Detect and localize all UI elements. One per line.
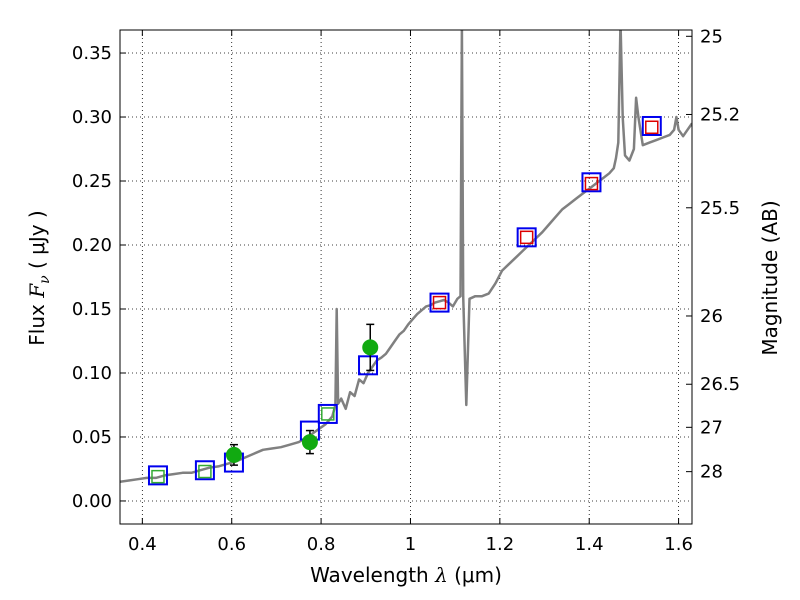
model-photometry-square <box>581 172 602 193</box>
magnitude-tick-label: 25.2 <box>700 104 740 125</box>
ticks: 0.4 0.6 0.8 1 1.2 1.4 1.6 0.00 0.05 0.10 0.15 0.20 0… <box>72 26 740 555</box>
model-photometry-square <box>641 115 662 136</box>
magnitude-tick-label: 26.5 <box>700 374 740 395</box>
inner-marker-red <box>645 120 659 135</box>
magnitude-tick-label: 28 <box>700 462 723 483</box>
model-photometry-square <box>194 460 215 481</box>
y-tick-label: 0.00 <box>72 491 112 512</box>
markers-layer <box>147 115 662 486</box>
inner-marker-green <box>151 469 165 484</box>
model-spectrum-line <box>120 30 692 484</box>
x-axis-label: Wavelength λ (μm) <box>310 563 502 587</box>
y-tick-label: 0.15 <box>72 299 112 320</box>
plot-frame <box>119 29 693 525</box>
model-spectrum-layer <box>120 30 692 484</box>
grid <box>120 30 692 524</box>
y-tick-label: 0.35 <box>72 43 112 64</box>
y-tick-label: 0.20 <box>72 235 112 256</box>
x-tick-label: 1.4 <box>575 534 604 555</box>
y-axis-label: Flux Fν ( μJy ) <box>25 210 53 345</box>
model-photometry-square <box>317 403 338 424</box>
magnitude-tick-label: 27 <box>700 417 723 438</box>
inner-marker-green <box>198 464 212 479</box>
model-photometry-square <box>429 292 450 313</box>
observed-point <box>225 446 242 463</box>
inner-marker-red <box>584 176 599 191</box>
y-tick-label: 0.25 <box>72 171 112 192</box>
observed-point <box>301 434 318 451</box>
inner-marker-red <box>432 295 447 310</box>
magnitude-tick-label: 26 <box>700 306 723 327</box>
x-tick-label: 1 <box>405 534 416 555</box>
inner-marker-green <box>321 407 335 421</box>
model-photometry-square <box>147 465 168 486</box>
x-tick-label: 0.8 <box>307 534 336 555</box>
model-photometry-square <box>516 227 537 248</box>
y-tick-label: 0.10 <box>72 363 112 384</box>
magnitude-axis-label: Magnitude (AB) <box>758 200 782 355</box>
x-tick-label: 0.6 <box>217 534 246 555</box>
y-tick-label: 0.30 <box>72 107 112 128</box>
x-tick-label: 1.2 <box>486 534 515 555</box>
inner-marker-red <box>519 230 534 245</box>
magnitude-tick-label: 25.5 <box>700 198 740 219</box>
y-tick-label: 0.05 <box>72 427 112 448</box>
magnitude-tick-label: 25 <box>700 26 723 47</box>
model-photometry-square <box>358 355 379 376</box>
x-tick-label: 0.4 <box>128 534 157 555</box>
x-tick-label: 1.6 <box>664 534 693 555</box>
observed-point <box>362 339 379 356</box>
